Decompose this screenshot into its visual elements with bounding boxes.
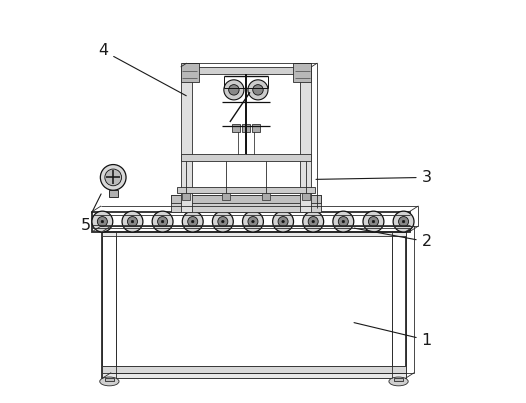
Bar <box>180 63 199 82</box>
Bar <box>391 232 406 378</box>
Circle shape <box>248 80 268 100</box>
Circle shape <box>399 216 409 226</box>
Bar <box>93 212 410 232</box>
Circle shape <box>221 220 224 223</box>
Circle shape <box>101 220 104 223</box>
Circle shape <box>363 211 384 232</box>
Bar <box>109 190 118 197</box>
Bar <box>183 193 190 200</box>
Bar <box>170 195 321 203</box>
Circle shape <box>252 220 254 223</box>
Bar <box>105 378 114 381</box>
Text: 1: 1 <box>354 323 432 347</box>
Bar <box>242 124 250 132</box>
Circle shape <box>100 164 126 190</box>
Bar <box>222 193 230 200</box>
Circle shape <box>338 216 348 226</box>
Circle shape <box>312 220 315 223</box>
Bar <box>103 232 406 378</box>
Bar <box>232 124 240 132</box>
Bar <box>180 154 311 161</box>
Text: 5: 5 <box>80 194 101 233</box>
Circle shape <box>161 220 164 223</box>
Circle shape <box>191 220 194 223</box>
Bar <box>180 67 192 212</box>
Bar <box>252 124 260 132</box>
Text: 3: 3 <box>316 170 432 185</box>
Circle shape <box>368 216 378 226</box>
Bar <box>394 378 403 381</box>
Bar <box>300 67 311 212</box>
Circle shape <box>308 216 318 226</box>
Circle shape <box>127 216 137 226</box>
Circle shape <box>183 211 203 232</box>
Ellipse shape <box>389 377 408 386</box>
Ellipse shape <box>100 377 119 386</box>
Circle shape <box>393 211 414 232</box>
Circle shape <box>342 220 345 223</box>
Circle shape <box>224 80 244 100</box>
Bar <box>293 63 311 82</box>
Text: 2: 2 <box>354 228 432 249</box>
Bar <box>301 193 310 200</box>
Circle shape <box>242 211 264 232</box>
Circle shape <box>229 85 239 95</box>
Circle shape <box>402 220 405 223</box>
Bar <box>103 366 406 378</box>
Circle shape <box>122 211 143 232</box>
Bar <box>180 67 311 74</box>
Circle shape <box>282 220 285 223</box>
Circle shape <box>158 216 168 226</box>
Circle shape <box>97 216 107 226</box>
Circle shape <box>303 211 323 232</box>
Text: 4: 4 <box>98 44 186 96</box>
Bar <box>177 187 315 193</box>
Bar <box>103 232 116 378</box>
Circle shape <box>188 216 198 226</box>
Circle shape <box>152 211 173 232</box>
Circle shape <box>213 211 233 232</box>
Circle shape <box>253 85 263 95</box>
Circle shape <box>92 211 113 232</box>
Bar <box>103 232 406 237</box>
Circle shape <box>218 216 228 226</box>
Circle shape <box>105 169 122 186</box>
Circle shape <box>248 216 258 226</box>
Circle shape <box>372 220 375 223</box>
Bar <box>170 195 321 212</box>
Circle shape <box>333 211 354 232</box>
Circle shape <box>278 216 288 226</box>
Bar <box>103 366 406 373</box>
Bar <box>262 193 270 200</box>
Circle shape <box>131 220 134 223</box>
Circle shape <box>272 211 294 232</box>
